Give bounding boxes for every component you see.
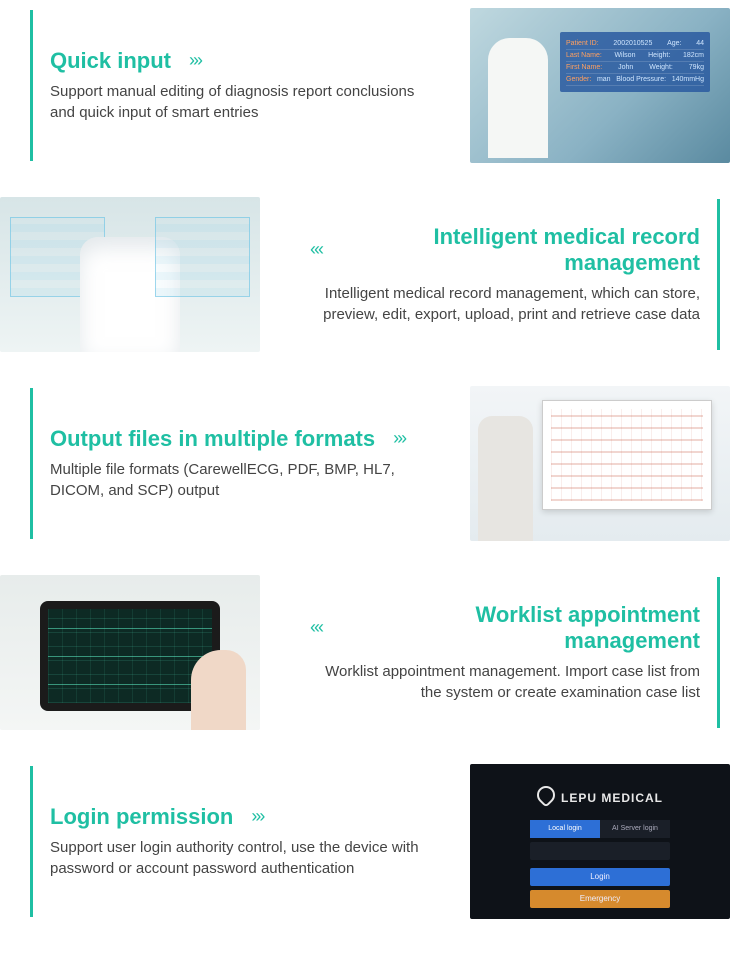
chevron-left-icon: ‹‹‹: [310, 617, 322, 638]
feature-image: [0, 189, 280, 360]
login-button: Login: [530, 868, 670, 886]
patient-info-image: Patient ID:2002010525Age:44 Last Name:Wi…: [470, 8, 730, 163]
title-row: Output files in multiple formats ›››: [50, 426, 424, 451]
title-row: ‹‹‹ Intelligent medical record managemen…: [310, 224, 700, 275]
feature-row-5: Login permission ››› Support user login …: [0, 756, 750, 927]
feature-row-4: ‹‹‹ Worklist appointment management Work…: [0, 567, 750, 738]
brand-logo: LEPU MEDICAL: [470, 786, 730, 805]
title-row: ‹‹‹ Worklist appointment management: [310, 602, 700, 653]
local-login-tab: Local login: [530, 820, 600, 838]
feature-text: Login permission ››› Support user login …: [0, 756, 454, 927]
feature-text: ‹‹‹ Intelligent medical record managemen…: [280, 189, 750, 360]
title-row: Login permission ›››: [50, 804, 424, 829]
feature-title: Intelligent medical record management: [340, 224, 700, 275]
feature-desc: Support user login authority control, us…: [50, 837, 424, 879]
doctor-holo-image: [0, 197, 260, 352]
feature-title: Quick input: [50, 48, 171, 73]
feature-desc: Support manual editing of diagnosis repo…: [50, 81, 424, 123]
emergency-button: Emergency: [530, 890, 670, 908]
tablet-ecg-image: [0, 575, 260, 730]
feature-title: Worklist appointment management: [340, 602, 700, 653]
login-screen-image: LEPU MEDICAL Local login AI Server login…: [470, 764, 730, 919]
chevron-left-icon: ‹‹‹: [310, 239, 322, 260]
monitor-report-image: [470, 386, 730, 541]
feature-text: Output files in multiple formats ››› Mul…: [0, 378, 454, 549]
feature-desc: Intelligent medical record management, w…: [310, 283, 700, 325]
feature-title: Output files in multiple formats: [50, 426, 375, 451]
feature-desc: Multiple file formats (CarewellECG, PDF,…: [50, 459, 424, 501]
chevron-right-icon: ›››: [251, 806, 263, 827]
login-tabs: Local login AI Server login: [530, 820, 670, 838]
chevron-right-icon: ›››: [393, 428, 405, 449]
chevron-right-icon: ›››: [189, 50, 201, 71]
ai-server-login-tab: AI Server login: [600, 820, 670, 838]
title-row: Quick input ›››: [50, 48, 424, 73]
feature-text: Quick input ››› Support manual editing o…: [0, 0, 454, 171]
feature-image: LEPU MEDICAL Local login AI Server login…: [454, 756, 750, 927]
feature-text: ‹‹‹ Worklist appointment management Work…: [280, 567, 750, 738]
feature-row-2: ‹‹‹ Intelligent medical record managemen…: [0, 189, 750, 360]
login-field: [530, 842, 670, 860]
feature-desc: Worklist appointment management. Import …: [310, 661, 700, 703]
feature-row-1: Quick input ››› Support manual editing o…: [0, 0, 750, 171]
feature-image: [0, 567, 280, 738]
feature-row-3: Output files in multiple formats ››› Mul…: [0, 378, 750, 549]
feature-image: [454, 378, 750, 549]
feature-title: Login permission: [50, 804, 233, 829]
feature-image: Patient ID:2002010525Age:44 Last Name:Wi…: [454, 0, 750, 171]
